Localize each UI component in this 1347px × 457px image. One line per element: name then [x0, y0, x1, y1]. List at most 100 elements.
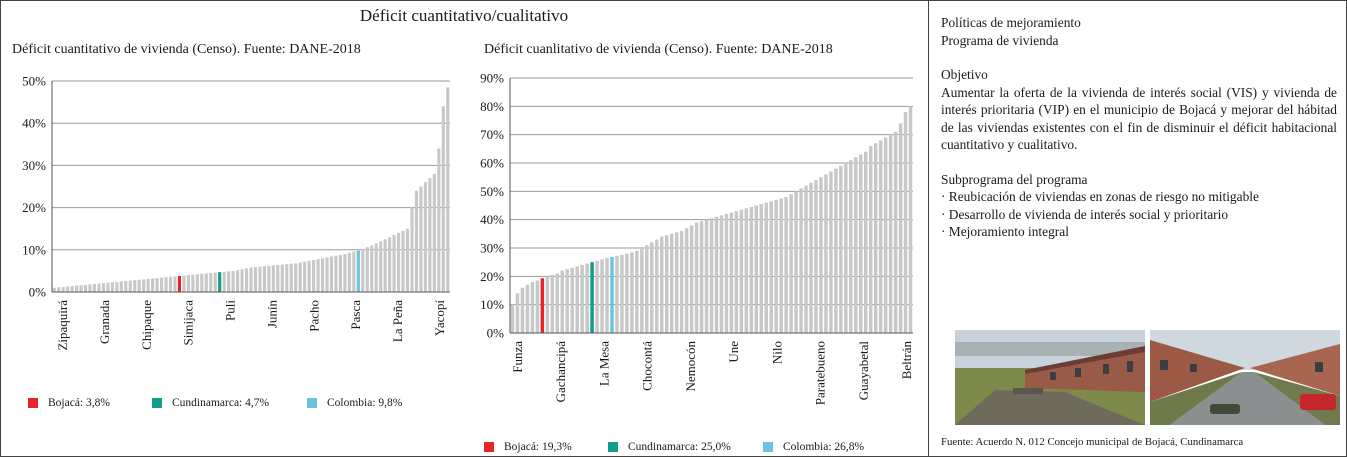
chart2-bar — [640, 248, 644, 333]
subprogram-label: Subprograma del programa — [941, 171, 1088, 187]
chart2-bar — [729, 212, 734, 333]
chart2-bar — [625, 253, 629, 333]
chart2-bar — [799, 188, 803, 333]
chart1-bar — [61, 286, 65, 292]
chart2-bar — [520, 287, 525, 333]
chart1-bar — [294, 263, 298, 292]
chart2-bar — [530, 282, 535, 333]
chart2-bar — [719, 215, 724, 333]
chart2-xtick-label: Guayabetal — [856, 341, 871, 401]
chart2-bar — [585, 263, 589, 333]
chart2-bar — [878, 140, 883, 333]
chart2-xtick-label: Nilo — [769, 341, 784, 364]
chart1-ytick-label: 50% — [22, 74, 46, 89]
chart2-bar — [868, 146, 873, 333]
policy-panel: Políticas de mejoramiento Programa de vi… — [941, 14, 1337, 241]
chart1-bar — [343, 254, 347, 292]
chart2-bar — [620, 254, 624, 333]
chart1-bar — [258, 266, 262, 292]
chart1-bar-highlight — [218, 272, 222, 292]
chart1-bar — [182, 275, 186, 292]
chart2-legend-colombia-label: Colombia: 26,8% — [783, 441, 865, 453]
subprogram-item-improvement: · Mejoramiento integral — [941, 224, 1069, 239]
chart1-xtick-label: Zipaquirá — [55, 300, 70, 351]
chart2-bar — [809, 182, 813, 333]
main-title: Déficit cuantitativo/cualitativo — [359, 6, 569, 25]
chart2-bar — [550, 274, 555, 333]
chart1-bar — [155, 278, 159, 292]
chart2-bar — [789, 194, 793, 333]
chart1-bar — [97, 283, 101, 292]
chart2-bar — [510, 304, 515, 333]
chart2-bar — [679, 231, 684, 333]
chart2-bar — [854, 157, 858, 333]
chart2-ytick-label: 70% — [480, 127, 504, 142]
chart1-bar — [240, 269, 244, 292]
subprogram-item-housing: · Desarrollo de vivienda de interés soci… — [941, 206, 1229, 222]
chart1-ytick-label: 0% — [29, 285, 47, 300]
chart1-ytick-label: 40% — [22, 116, 46, 131]
housing-photo-2 — [1150, 330, 1340, 425]
housing-photo-1 — [955, 330, 1145, 425]
chart2-xtick-label: Gachancipá — [553, 341, 568, 403]
chart2-bar — [660, 236, 664, 333]
chart2-xtick-label: La Mesa — [596, 341, 611, 386]
chart1-bar — [280, 264, 284, 292]
chart2-bar — [645, 245, 649, 333]
chart2-bar — [535, 280, 540, 333]
chart1-legend-bojaca: Bojacá: 3,8% — [28, 397, 110, 409]
chart2-ytick-label: 20% — [480, 269, 504, 284]
chart2-legend-colombia: Colombia: 26,8% — [763, 441, 864, 453]
chart1-bar — [320, 258, 325, 292]
chart1-bar — [119, 281, 123, 292]
chart2-ytick-label: 0% — [487, 326, 505, 341]
chart2-bar — [749, 206, 754, 333]
chart1-bar — [441, 106, 445, 292]
chart2-xtick-label: Nemocón — [683, 341, 698, 392]
chart2-bar — [684, 228, 689, 333]
chart2-bar — [605, 257, 609, 333]
chart1-bar — [388, 237, 392, 292]
chart2-legend-bojaca-label: Bojacá: 19,3% — [504, 441, 572, 453]
chart1-legend-cundinamarca-label: Cundinamarca: 4,7% — [172, 397, 270, 409]
chart1-bar — [83, 284, 88, 292]
chart2-bar — [560, 270, 564, 333]
chart2-bar — [844, 163, 848, 333]
chart2-bar — [888, 134, 893, 333]
chart1-xtick-label: La Peña — [390, 300, 405, 342]
chart1-bar — [79, 285, 83, 292]
chart2-bar — [515, 293, 520, 333]
chart1-bar — [423, 182, 427, 292]
chart1-bar — [110, 282, 114, 292]
chart2-bar — [754, 205, 759, 333]
chart1-bar — [57, 287, 61, 292]
chart1-bar — [419, 186, 423, 292]
chart2-ytick-label: 60% — [480, 156, 504, 171]
chart1-bar — [267, 265, 271, 292]
chart2-bar — [779, 198, 783, 333]
chart1-bar — [227, 271, 231, 292]
chart2-legend-cundinamarca-swatch — [608, 442, 618, 452]
chart1-bar — [124, 281, 128, 292]
chart1-bar — [414, 190, 419, 292]
chart2-ytick-label: 10% — [480, 297, 504, 312]
chart1-bar — [236, 270, 240, 292]
chart2-bar — [834, 168, 838, 333]
chart2-xtick-label: Funza — [510, 341, 525, 373]
chart1-bar — [137, 279, 141, 292]
chart2-bar — [759, 204, 763, 333]
chart1-bar — [231, 270, 235, 292]
chart1-bar — [307, 260, 311, 292]
chart1-bar — [92, 283, 97, 292]
chart2-bar — [709, 218, 714, 333]
chart1-legend-colombia: Colombia: 9,8% — [307, 397, 402, 409]
chart2-bar — [734, 211, 739, 333]
chart1-bar — [347, 252, 351, 292]
chart1-bar — [159, 277, 164, 292]
chart2-bar — [570, 267, 574, 333]
chart1-bar — [213, 272, 217, 292]
chart1-bar — [428, 178, 432, 292]
chart2-bar — [714, 216, 719, 333]
chart1-bar — [151, 278, 155, 292]
chart1-bar — [128, 280, 132, 292]
